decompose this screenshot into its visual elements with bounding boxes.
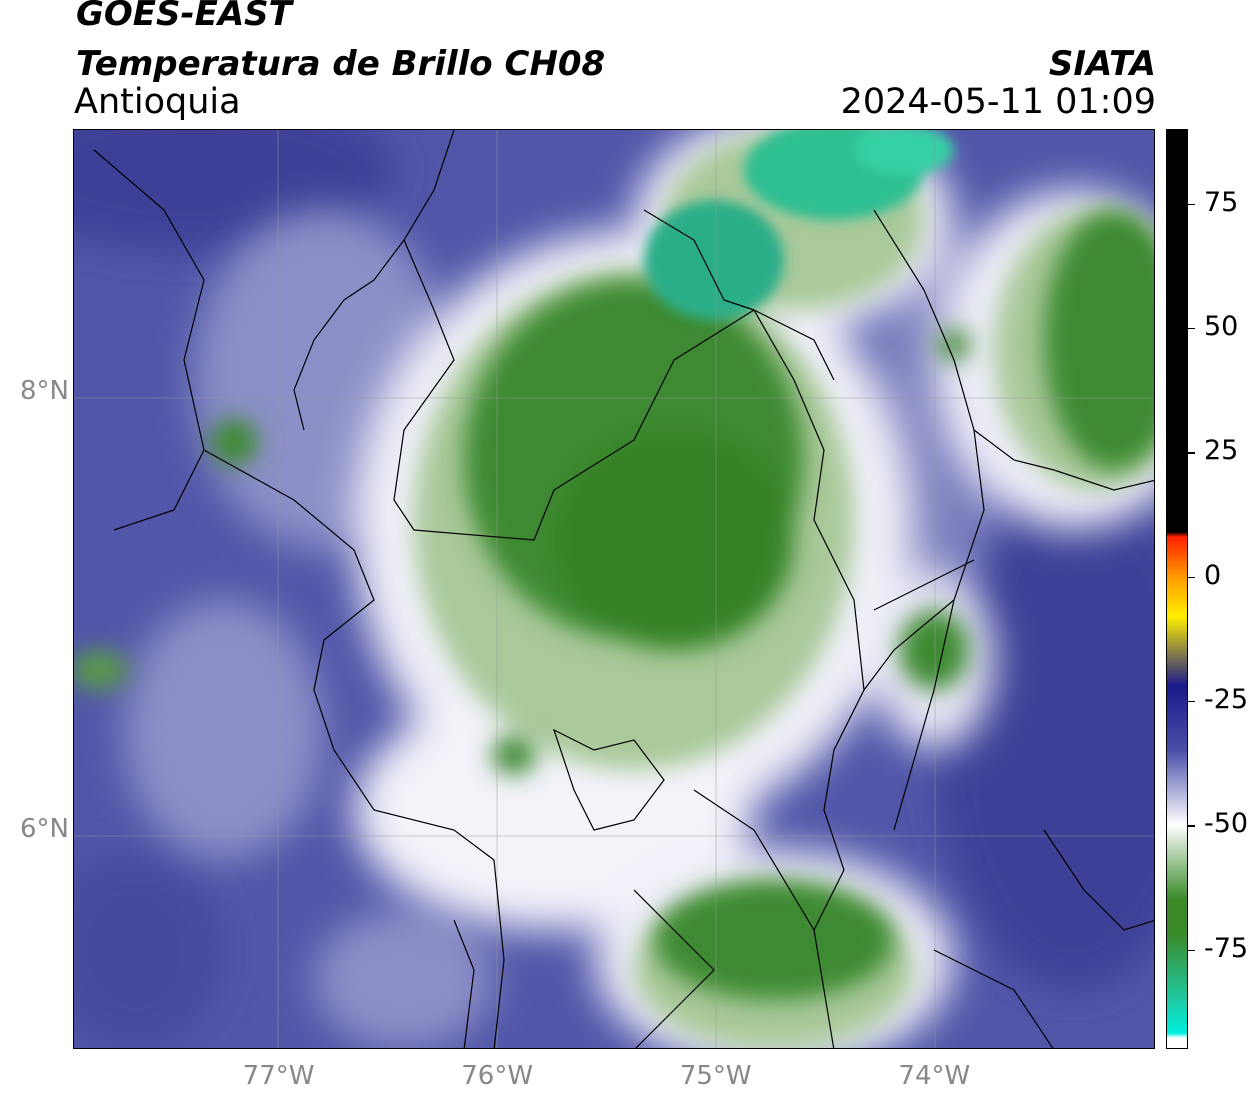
map-panel[interactable] [73,129,1155,1049]
colorbar-tick-label: 50 [1204,310,1239,342]
region-title: Antioquia [74,82,241,122]
product-title: Temperatura de Brillo CH08 [76,44,606,84]
organization-title: SIATA [1048,44,1156,84]
colorbar-tick [1188,825,1195,827]
colorbar-tick-label: 75 [1204,186,1239,218]
brightness-temperature-map [74,130,1154,1048]
colorbar-tick [1188,949,1195,952]
teal-cloud-tops [644,130,954,320]
lat-tick-label: 6°N [20,813,69,844]
lon-tick-label: 75°W [679,1061,752,1091]
colorbar-tick [1188,452,1195,454]
datetime-title: 2024-05-11 01:09 [840,82,1156,122]
colorbar-tick [1188,327,1195,330]
colorbar-tick-label: 25 [1204,435,1239,467]
administrative-boundaries [93,130,1154,1048]
colorbar-tick-label: -25 [1204,683,1249,715]
colorbar-tick-label: -50 [1204,808,1249,840]
lon-tick-label: 74°W [898,1061,971,1091]
colorbar-tick [1188,203,1195,206]
colorbar-tick-label: 0 [1204,559,1222,591]
lon-tick-label: 77°W [242,1061,315,1091]
green-convective-cores [74,210,1154,1000]
lon-tick-label: 76°W [461,1061,534,1091]
colorbar-tick-label: -75 [1204,932,1249,964]
lat-tick-label: 8°N [20,375,69,406]
colorbar [1166,129,1188,1049]
colorbar-tick [1188,700,1195,703]
colorbar-tick [1188,576,1195,579]
satellite-title: GOES-EAST [76,0,292,34]
